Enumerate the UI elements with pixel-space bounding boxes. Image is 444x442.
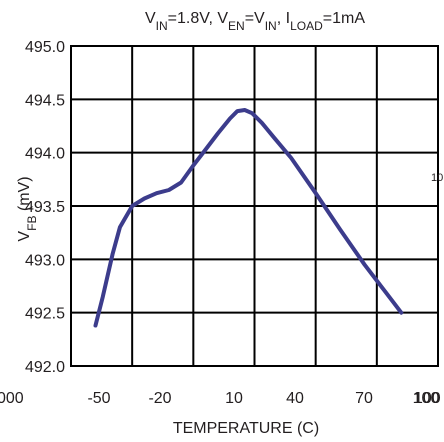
x-tick-label: -20	[148, 390, 171, 407]
y-tick-label: 494.5	[25, 92, 65, 109]
x-tick-label: 100	[413, 390, 440, 407]
y-tick-label: 495.0	[25, 39, 65, 56]
x-tick-label: 40	[286, 390, 304, 407]
y-tick-label: 492.5	[25, 306, 65, 323]
y-tick-label: 493.5	[25, 199, 65, 216]
y-tick-label: 494.0	[25, 146, 65, 163]
x-cut-label-left: 000	[0, 390, 24, 407]
plot-frame	[70, 45, 439, 367]
x-cut-label-side: 10	[431, 172, 443, 184]
y-tick-labels: 495.0 494.5 494.0 493.5 493.0 492.5 492.0	[25, 39, 65, 376]
y-tick-label: 493.0	[25, 252, 65, 269]
x-tick-label: 10	[225, 390, 243, 407]
y-tick-label: 492.0	[25, 359, 65, 376]
series-group	[93, 108, 404, 328]
x-axis-title: TEMPERATURE (C)	[173, 420, 319, 437]
chart-title: VIN=1.8V, VEN=VIN, ILOAD=1mA	[145, 10, 365, 33]
x-tick-label: -50	[87, 390, 110, 407]
x-tick-labels: -50 -20 10 40 70 100	[87, 390, 439, 407]
x-tick-label: 70	[355, 390, 373, 407]
y-axis-title: VFB (mV)	[16, 176, 39, 241]
grid-lines	[71, 46, 438, 366]
series-line	[93, 108, 404, 328]
x-cut-label-right: 100	[414, 390, 441, 407]
